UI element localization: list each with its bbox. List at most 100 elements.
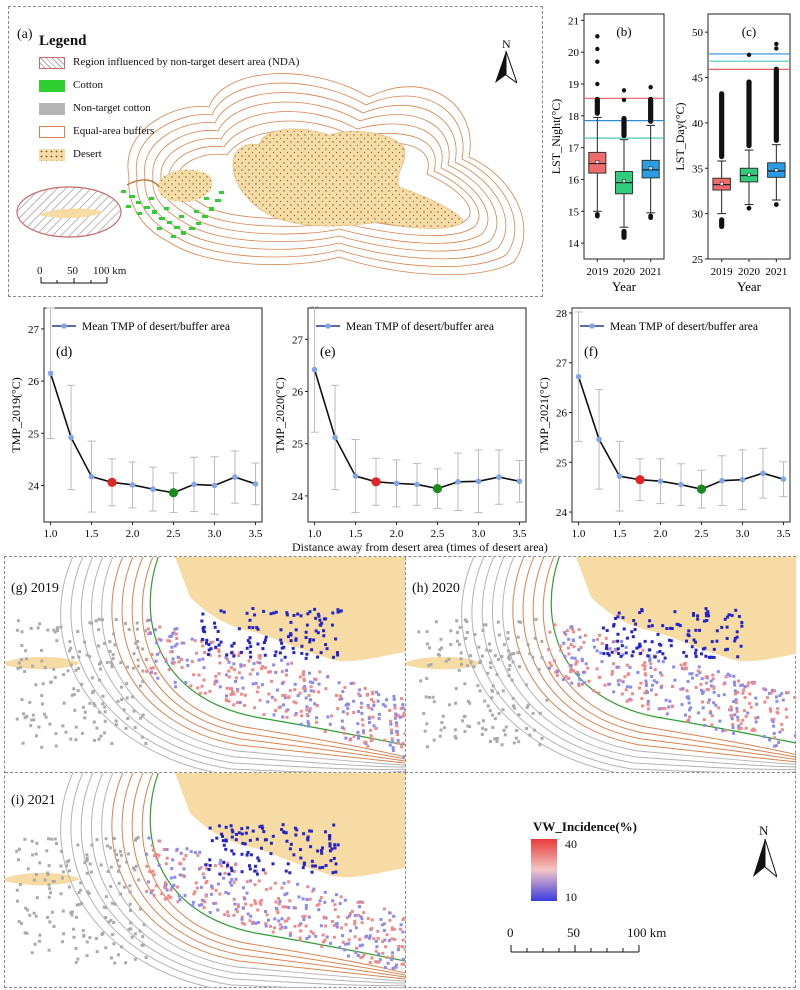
- map-g-tag: (g) 2019: [11, 581, 59, 596]
- outlier: [774, 41, 779, 47]
- incidence-pixel: [299, 856, 303, 860]
- non-target-cotton-pixel: [68, 869, 72, 873]
- incidence-pixel: [700, 691, 704, 695]
- non-target-cotton-pixel: [514, 736, 518, 740]
- buffer-ring: [91, 773, 405, 984]
- non-target-cotton-pixel: [128, 908, 132, 912]
- non-target-cotton-pixel: [28, 700, 32, 704]
- incidence-pixel: [784, 707, 788, 711]
- incidence-pixel: [698, 628, 702, 632]
- non-target-cotton-pixel: [98, 667, 102, 671]
- incidence-pixel: [199, 885, 203, 889]
- incidence-pixel: [328, 722, 332, 726]
- incidence-gradient: [531, 839, 557, 901]
- incidence-pixel: [260, 824, 264, 828]
- non-target-cotton-pixel: [540, 736, 544, 740]
- non-target-cotton-pixel: [69, 911, 73, 915]
- non-target-cotton-pixel: [486, 704, 490, 708]
- outlier: [648, 84, 653, 90]
- incidence-pixel: [667, 705, 671, 709]
- non-target-cotton-pixel: [47, 883, 51, 887]
- incidence-pixel: [762, 735, 766, 739]
- incidence-pixel: [269, 841, 273, 845]
- y-tick-label: 27: [28, 324, 40, 336]
- non-target-cotton-pixel: [119, 685, 123, 689]
- incidence-pixel: [607, 682, 611, 686]
- incidence-pixel: [650, 674, 654, 678]
- incidence-pixel: [644, 683, 648, 687]
- incidence-pixel: [314, 629, 318, 633]
- incidence-pixel: [306, 835, 310, 839]
- incidence-pixel: [167, 894, 171, 898]
- incidence-pixel: [155, 641, 159, 645]
- incidence-pixel: [311, 932, 315, 936]
- incidence-pixel: [367, 706, 371, 710]
- incidence-pixel: [236, 903, 240, 907]
- incidence-pixel: [304, 630, 308, 634]
- incidence-pixel: [165, 896, 169, 900]
- incidence-pixel: [200, 684, 204, 688]
- non-target-cotton-pixel: [116, 953, 120, 957]
- incidence-pixel: [392, 914, 396, 918]
- incidence-pixel: [668, 626, 672, 630]
- incidence-pixel: [352, 681, 356, 685]
- incidence-pixel: [342, 727, 346, 731]
- non-target-cotton-pixel: [45, 849, 49, 853]
- non-target-cotton-pixel: [508, 663, 512, 667]
- map-layers: [5, 557, 405, 772]
- non-target-cotton-pixel: [69, 646, 73, 650]
- incidence-pixel: [262, 609, 266, 613]
- incidence-pixel: [602, 652, 606, 656]
- non-target-cotton-pixel: [447, 657, 451, 661]
- mean-marker: [747, 172, 751, 177]
- non-target-cotton-pixel: [540, 639, 544, 643]
- non-target-cotton-pixel: [81, 929, 85, 933]
- non-target-cotton-pixel: [110, 901, 114, 905]
- incidence-pixel: [332, 823, 336, 827]
- incidence-pixel: [780, 692, 784, 696]
- non-target-cotton-pixel: [95, 950, 99, 954]
- incidence-pixel: [207, 648, 211, 652]
- incidence-pixel: [640, 609, 644, 613]
- incidence-pixel: [722, 682, 726, 686]
- incidence-pixel: [322, 916, 326, 920]
- non-target-cotton-pixel: [40, 702, 44, 706]
- non-target-cotton-pixel: [94, 619, 98, 623]
- non-target-cotton-pixel: [85, 940, 89, 944]
- incidence-pixel: [225, 653, 229, 657]
- y-tick-label: 24: [28, 480, 40, 492]
- y-tick-label: 21: [568, 15, 579, 27]
- outlier: [595, 59, 600, 64]
- incidence-pixel: [733, 683, 737, 687]
- incidence-pixel: [304, 635, 308, 639]
- incidence-pixel: [277, 896, 281, 900]
- non-target-cotton-pixel: [55, 639, 59, 643]
- incidence-pixel: [392, 927, 396, 931]
- incidence-pixel: [205, 638, 209, 642]
- incidence-pixel: [390, 937, 394, 941]
- non-target-cotton-pixel: [95, 726, 99, 730]
- incidence-pixel: [753, 728, 757, 732]
- non-target-cotton-pixel: [97, 628, 101, 632]
- incidence-pixel: [145, 669, 149, 673]
- incidence-pixel: [241, 686, 245, 690]
- incidence-pixel: [548, 630, 552, 634]
- incidence-pixel: [620, 692, 624, 696]
- non-target-cotton-pixel: [506, 630, 510, 634]
- incidence-pixel: [748, 692, 752, 696]
- incidence-pixel: [572, 669, 576, 673]
- incidence-pixel: [285, 919, 289, 923]
- incidence-pixel: [245, 611, 249, 615]
- incidence-pixel: [224, 698, 228, 702]
- non-target-cotton-pixel: [34, 683, 38, 687]
- non-target-cotton-pixel: [16, 666, 20, 670]
- incidence-pixel: [218, 892, 222, 896]
- incidence-pixel: [255, 837, 259, 841]
- non-target-cotton-pixel: [23, 837, 27, 841]
- incidence-pixel: [770, 688, 774, 692]
- incidence-pixel: [633, 628, 637, 632]
- non-target-cotton-pixel: [540, 656, 544, 660]
- non-target-cotton-pixel: [447, 703, 451, 707]
- non-target-cotton-pixel: [106, 844, 110, 848]
- incidence-pixel: [219, 864, 223, 868]
